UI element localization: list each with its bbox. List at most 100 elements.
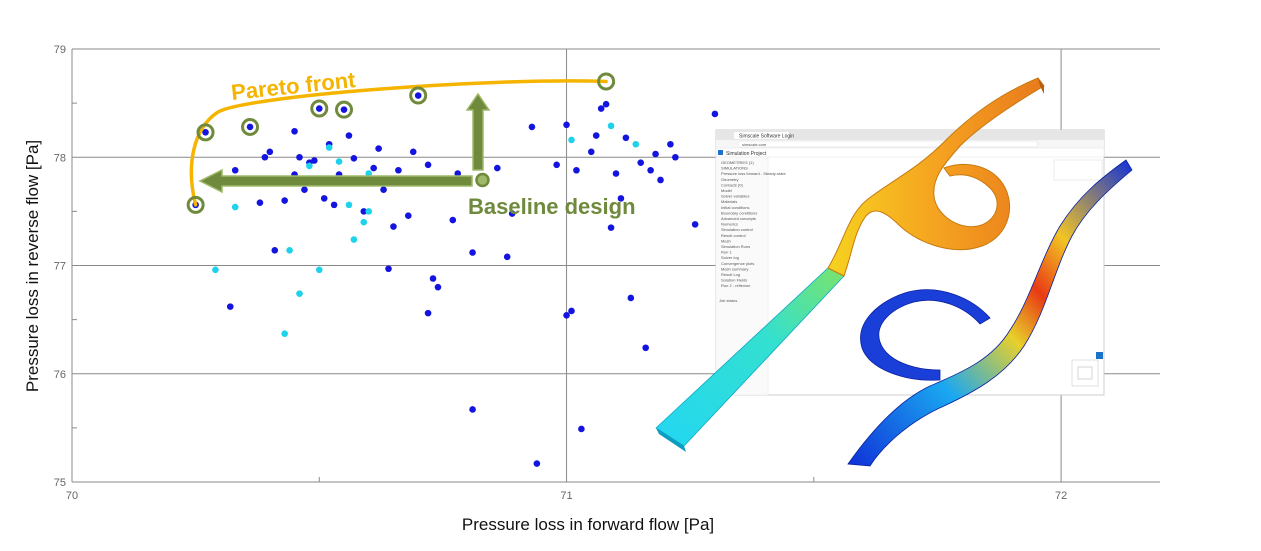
app-tree-item: Simulation control — [721, 227, 753, 232]
data-point — [592, 132, 600, 139]
data-point — [345, 132, 353, 139]
data-point — [226, 303, 234, 310]
data-point — [454, 170, 462, 177]
app-tree-item: Result Log — [721, 272, 740, 277]
data-point — [365, 208, 373, 215]
data-point — [691, 221, 699, 228]
data-point — [409, 148, 417, 156]
app-tree-item: Solution Fields — [721, 278, 747, 283]
data-point — [345, 201, 353, 209]
pareto-front — [186, 72, 616, 214]
data-point — [360, 208, 368, 215]
data-point — [503, 253, 511, 261]
app-tree-item: Mesh summary — [721, 266, 748, 271]
data-point — [246, 123, 254, 131]
data-point — [602, 100, 610, 108]
tick-marks — [72, 102, 815, 482]
data-point — [335, 158, 343, 165]
velocity-pipe-loop — [860, 289, 991, 381]
data-point — [652, 150, 659, 158]
data-point — [573, 166, 580, 174]
data-point — [627, 294, 635, 302]
x-tick-label: 70 — [66, 490, 78, 502]
app-tree-item: GEOMETRIES (1) — [721, 160, 754, 165]
data-point — [429, 275, 437, 282]
arrow-left — [198, 168, 473, 194]
pareto-point-ring — [597, 72, 616, 91]
data-point — [256, 199, 264, 207]
data-point — [494, 164, 501, 172]
velocity-pipe-render — [847, 159, 1133, 467]
data-point — [306, 162, 313, 170]
data-point — [301, 186, 308, 194]
app-tree-item: Convergence plots — [721, 261, 754, 266]
data-point — [271, 247, 279, 254]
data-point — [578, 425, 585, 433]
data-point — [281, 197, 288, 204]
data-point — [281, 330, 288, 337]
job-status-label: Job status — [719, 298, 737, 303]
app-tree-item: Contacts (0) — [721, 182, 743, 187]
app-tree-item: SIMULATIONS — [721, 166, 748, 171]
app-tree-item: Geometry — [721, 177, 739, 182]
data-point — [533, 460, 541, 467]
pareto-point-ring — [409, 86, 428, 105]
data-point — [424, 309, 432, 317]
data-point — [528, 123, 536, 131]
simulation-app-overlay: Simscale Software Login simscale.com Sim… — [655, 77, 1133, 467]
data-point — [607, 224, 615, 231]
data-point — [711, 110, 719, 118]
data-point — [607, 122, 615, 130]
app-tree-item: Solver variables — [721, 194, 749, 199]
data-point — [360, 218, 368, 226]
data-point — [315, 105, 323, 112]
data-point — [231, 203, 239, 211]
y-axis-title: Pressure loss in reverse flow [Pa] — [23, 140, 42, 392]
pressure-pipe-render — [827, 77, 1045, 277]
data-point — [563, 311, 570, 319]
app-tree-item: Run 2 - reflexion — [721, 283, 750, 288]
app-tree-item: Run 1 — [721, 250, 732, 255]
data-point — [647, 166, 654, 174]
pareto-point-ring — [196, 123, 215, 142]
pareto-front-curve — [189, 79, 608, 207]
y-tick-label: 78 — [54, 152, 66, 164]
y-tick-labels: 75 76 77 78 79 — [54, 44, 66, 489]
x-axis-title: Pressure loss in forward flow [Pa] — [462, 515, 714, 534]
data-point — [632, 140, 640, 148]
data-point — [469, 249, 476, 256]
browser-tab-title: Simscale Software Login — [739, 134, 794, 140]
app-tree-item: Initial conditions — [721, 205, 749, 210]
data-point — [553, 161, 560, 169]
y-tick-label: 75 — [54, 477, 66, 489]
app-tree-item: Advanced concepts — [721, 216, 756, 221]
data-point — [296, 290, 303, 297]
x-tick-label: 72 — [1055, 490, 1067, 502]
data-point — [261, 153, 269, 161]
app-tree-item: Numerics — [721, 222, 738, 227]
data-point — [370, 164, 377, 172]
data-point — [434, 283, 442, 291]
data-point — [390, 223, 397, 230]
data-point — [311, 157, 318, 164]
data-point — [315, 266, 323, 274]
data-point — [424, 161, 432, 169]
data-point — [404, 212, 412, 220]
baseline-design-label: Baseline design — [468, 194, 636, 219]
pareto-front-label: Pareto front — [230, 67, 357, 105]
browser-address: simscale.com — [742, 142, 767, 147]
data-point — [202, 129, 209, 136]
data-point — [449, 216, 457, 224]
data-point — [587, 148, 595, 156]
data-point — [568, 136, 575, 144]
data-point — [637, 159, 645, 166]
scatter-points — [192, 92, 719, 467]
arrow-up — [465, 92, 491, 171]
baseline-design-marker — [198, 92, 491, 194]
pareto-point-ring — [241, 117, 260, 136]
x-tick-label: 71 — [560, 490, 572, 502]
data-point — [350, 155, 358, 162]
data-point — [266, 148, 274, 156]
app-tree-item: Model — [721, 188, 732, 193]
data-point — [568, 307, 575, 315]
